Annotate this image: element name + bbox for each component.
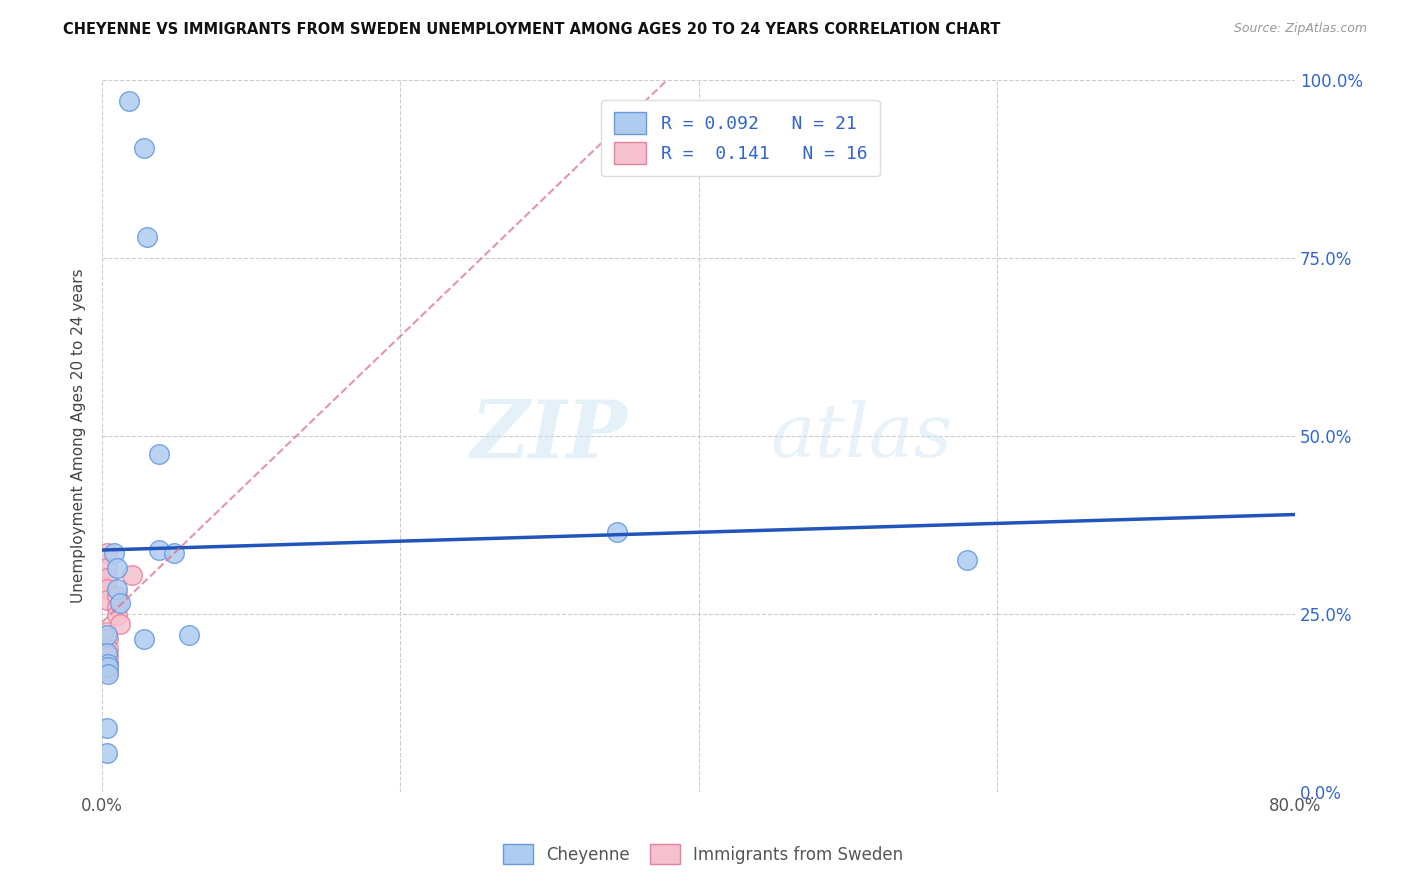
Point <box>97 642 120 657</box>
Text: atlas: atlas <box>770 400 952 472</box>
Point <box>108 617 131 632</box>
Point <box>132 140 155 154</box>
Point <box>121 567 143 582</box>
Point <box>96 592 118 607</box>
Point <box>177 628 200 642</box>
Point <box>97 667 120 681</box>
Text: Source: ZipAtlas.com: Source: ZipAtlas.com <box>1233 22 1367 36</box>
Point <box>96 582 118 596</box>
Point <box>96 721 118 735</box>
Point <box>132 632 155 646</box>
Point <box>97 649 120 664</box>
Point <box>606 524 628 539</box>
Point <box>97 660 120 674</box>
Point <box>163 546 186 560</box>
Point <box>105 582 128 596</box>
Legend: R = 0.092   N = 21, R =  0.141   N = 16: R = 0.092 N = 21, R = 0.141 N = 16 <box>600 100 880 177</box>
Legend: Cheyenne, Immigrants from Sweden: Cheyenne, Immigrants from Sweden <box>496 838 910 871</box>
Point <box>148 447 170 461</box>
Point <box>97 657 120 671</box>
Point <box>97 657 120 671</box>
Point <box>96 746 118 760</box>
Point <box>96 546 118 560</box>
Point <box>956 553 979 567</box>
Point <box>96 624 118 639</box>
Point <box>105 599 128 614</box>
Text: ZIP: ZIP <box>470 397 627 475</box>
Point <box>96 560 118 574</box>
Point <box>105 589 128 603</box>
Point <box>105 560 128 574</box>
Point <box>96 571 118 585</box>
Point <box>148 542 170 557</box>
Point <box>97 632 120 646</box>
Point <box>105 608 128 623</box>
Y-axis label: Unemployment Among Ages 20 to 24 years: Unemployment Among Ages 20 to 24 years <box>72 268 86 603</box>
Text: CHEYENNE VS IMMIGRANTS FROM SWEDEN UNEMPLOYMENT AMONG AGES 20 TO 24 YEARS CORREL: CHEYENNE VS IMMIGRANTS FROM SWEDEN UNEMP… <box>63 22 1001 37</box>
Point <box>97 664 120 678</box>
Point <box>96 628 118 642</box>
Point <box>118 95 141 109</box>
Point <box>96 646 118 660</box>
Point <box>103 546 125 560</box>
Point <box>136 229 159 244</box>
Point <box>108 596 131 610</box>
